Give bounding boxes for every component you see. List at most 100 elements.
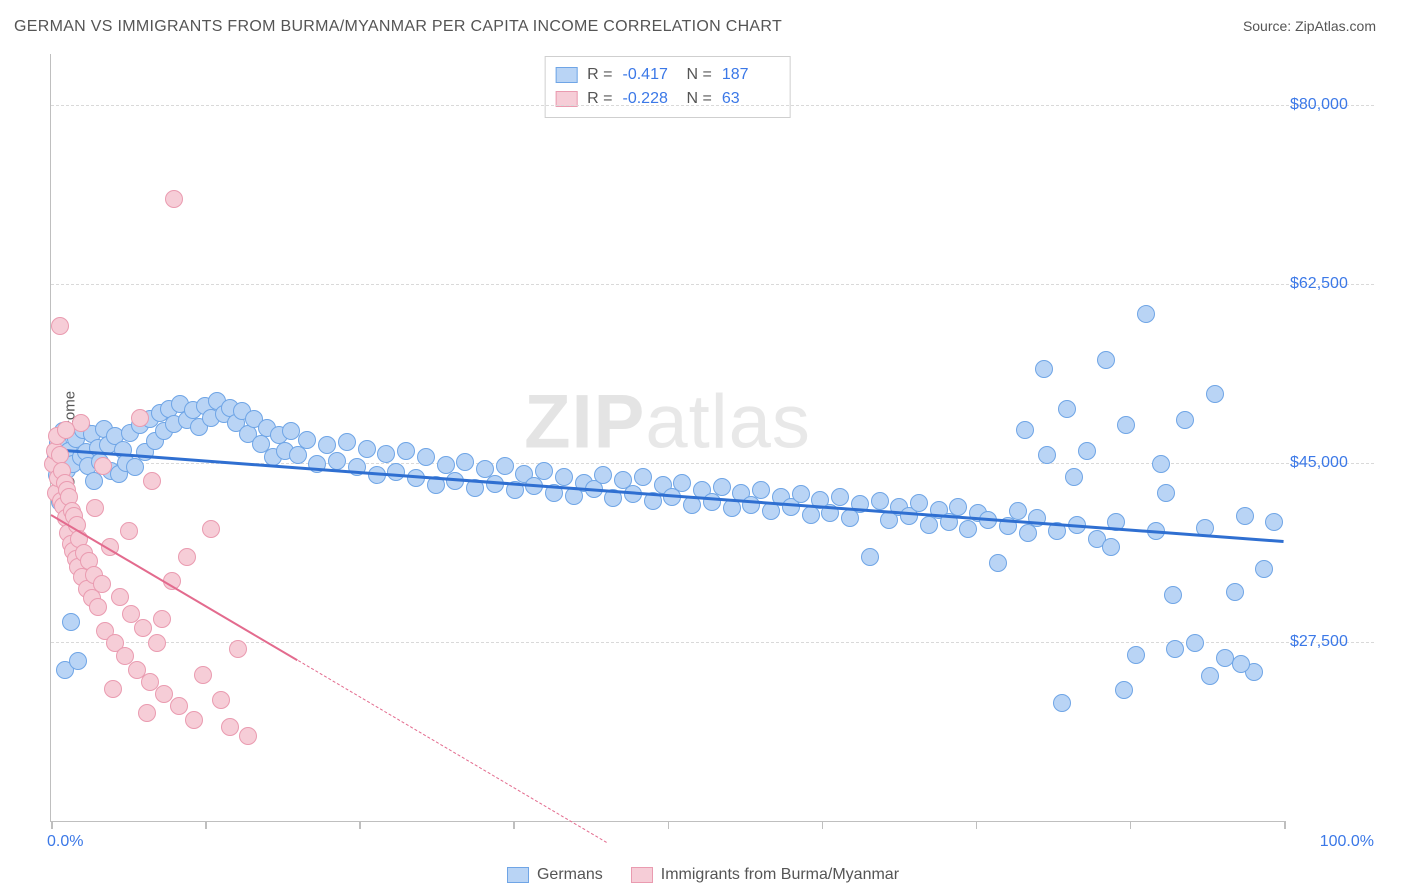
r-value-germans: -0.417: [623, 63, 677, 87]
data-point-burma: [111, 588, 129, 606]
data-point-burma: [148, 634, 166, 652]
data-point-germans: [318, 436, 336, 454]
data-point-germans: [1078, 442, 1096, 460]
data-point-germans: [1058, 400, 1076, 418]
x-tick: [976, 821, 978, 829]
data-point-burma: [221, 718, 239, 736]
data-point-germans: [802, 506, 820, 524]
data-point-burma: [178, 548, 196, 566]
data-point-burma: [170, 697, 188, 715]
data-point-germans: [1053, 694, 1071, 712]
data-point-burma: [120, 522, 138, 540]
data-point-germans: [1236, 507, 1254, 525]
legend-item-burma: Immigrants from Burma/Myanmar: [631, 866, 899, 884]
data-point-burma: [94, 457, 112, 475]
data-point-germans: [594, 466, 612, 484]
x-axis-start-label: 0.0%: [47, 833, 83, 851]
data-point-germans: [555, 468, 573, 486]
stats-row-burma: R = -0.228 N = 63: [555, 87, 776, 111]
data-point-germans: [417, 448, 435, 466]
data-point-burma: [229, 640, 247, 658]
data-point-burma: [138, 704, 156, 722]
source-link[interactable]: ZipAtlas.com: [1295, 18, 1376, 34]
x-tick: [513, 821, 515, 829]
data-point-germans: [742, 496, 760, 514]
data-point-germans: [69, 652, 87, 670]
data-point-germans: [496, 457, 514, 475]
data-point-burma: [57, 421, 75, 439]
data-point-germans: [752, 481, 770, 499]
x-tick: [668, 821, 670, 829]
n-value-germans: 187: [722, 63, 776, 87]
trendline-germans: [51, 448, 1284, 543]
data-point-germans: [949, 498, 967, 516]
data-point-germans: [535, 462, 553, 480]
chart-title: GERMAN VS IMMIGRANTS FROM BURMA/MYANMAR …: [14, 18, 782, 36]
data-point-burma: [194, 666, 212, 684]
plot-area: ZIPatlas R = -0.417 N = 187 R = -0.228 N…: [50, 54, 1284, 822]
data-point-burma: [153, 610, 171, 628]
data-point-germans: [861, 548, 879, 566]
data-point-germans: [437, 456, 455, 474]
data-point-germans: [85, 472, 103, 490]
data-point-burma: [131, 409, 149, 427]
data-point-germans: [456, 453, 474, 471]
x-tick: [205, 821, 207, 829]
data-point-germans: [792, 485, 810, 503]
data-point-germans: [920, 516, 938, 534]
data-point-burma: [93, 575, 111, 593]
data-point-burma: [141, 673, 159, 691]
data-point-germans: [1265, 513, 1283, 531]
correlation-stats-box: R = -0.417 N = 187 R = -0.228 N = 63: [544, 56, 791, 118]
data-point-germans: [1201, 667, 1219, 685]
legend-item-germans: Germans: [507, 866, 603, 884]
data-point-germans: [126, 458, 144, 476]
data-point-burma: [185, 711, 203, 729]
data-point-germans: [407, 469, 425, 487]
x-tick: [1130, 821, 1132, 829]
trendline-burma: [297, 660, 606, 844]
data-point-germans: [1255, 560, 1273, 578]
data-point-germans: [358, 440, 376, 458]
stats-row-germans: R = -0.417 N = 187: [555, 63, 776, 87]
data-point-germans: [62, 613, 80, 631]
data-point-germans: [1226, 583, 1244, 601]
data-point-germans: [831, 488, 849, 506]
data-point-burma: [104, 680, 122, 698]
data-point-germans: [298, 431, 316, 449]
data-point-germans: [1127, 646, 1145, 664]
data-point-germans: [289, 446, 307, 464]
y-tick-label: $27,500: [1290, 633, 1372, 651]
data-point-burma: [239, 727, 257, 745]
data-point-burma: [51, 317, 69, 335]
y-tick-label: $45,000: [1290, 454, 1372, 472]
data-point-germans: [910, 494, 928, 512]
data-point-germans: [1137, 305, 1155, 323]
data-point-burma: [202, 520, 220, 538]
y-tick-label: $80,000: [1290, 96, 1372, 114]
chart-container: Per Capita Income ZIPatlas R = -0.417 N …: [14, 54, 1376, 852]
x-tick: [359, 821, 361, 829]
data-point-burma: [86, 499, 104, 517]
data-point-germans: [1065, 468, 1083, 486]
x-axis-end-label: 100.0%: [1320, 833, 1374, 851]
data-point-germans: [871, 492, 889, 510]
data-point-germans: [397, 442, 415, 460]
y-tick-label: $62,500: [1290, 275, 1372, 293]
data-point-germans: [328, 452, 346, 470]
watermark: ZIPatlas: [524, 379, 811, 466]
data-point-germans: [1152, 455, 1170, 473]
legend-swatch-germans: [507, 867, 529, 883]
n-value-burma: 63: [722, 87, 776, 111]
x-tick: [822, 821, 824, 829]
data-point-germans: [1186, 634, 1204, 652]
data-point-germans: [1038, 446, 1056, 464]
data-point-germans: [1232, 655, 1250, 673]
data-point-burma: [134, 619, 152, 637]
data-point-burma: [165, 190, 183, 208]
data-point-burma: [51, 446, 69, 464]
data-point-germans: [377, 445, 395, 463]
data-point-germans: [1009, 502, 1027, 520]
data-point-germans: [387, 463, 405, 481]
data-point-germans: [1035, 360, 1053, 378]
